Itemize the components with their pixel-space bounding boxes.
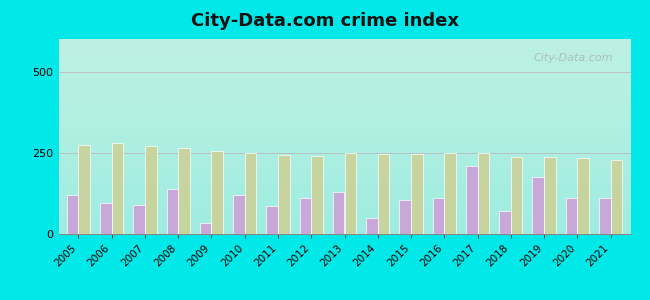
Bar (112, 143, 124, 234)
Bar (511, 157, 523, 234)
Bar (566, 198, 577, 234)
Bar (499, 211, 511, 234)
Bar (245, 153, 256, 234)
Bar (599, 198, 610, 234)
Bar (145, 146, 157, 234)
Bar (610, 160, 622, 234)
Bar (399, 200, 411, 234)
Bar (79, 145, 90, 234)
Bar (233, 195, 245, 234)
Bar (577, 158, 589, 234)
Bar (532, 177, 544, 234)
Bar (166, 188, 178, 234)
Bar (478, 153, 489, 234)
Bar (333, 192, 344, 234)
Bar (178, 148, 190, 234)
Bar (466, 166, 478, 234)
Bar (444, 153, 456, 234)
Bar (433, 198, 444, 234)
Text: City-Data.com crime index: City-Data.com crime index (191, 12, 459, 30)
Bar (344, 153, 356, 234)
Text: City-Data.com: City-Data.com (534, 52, 614, 63)
Bar (200, 223, 211, 234)
Bar (278, 155, 290, 234)
Bar (411, 154, 422, 234)
Bar (67, 195, 79, 234)
Bar (266, 206, 278, 234)
Bar (311, 156, 323, 234)
Bar (133, 205, 145, 234)
Bar (378, 154, 389, 234)
Bar (211, 151, 223, 234)
Bar (100, 203, 112, 234)
Bar (366, 218, 378, 234)
Bar (544, 157, 556, 234)
Bar (300, 198, 311, 234)
